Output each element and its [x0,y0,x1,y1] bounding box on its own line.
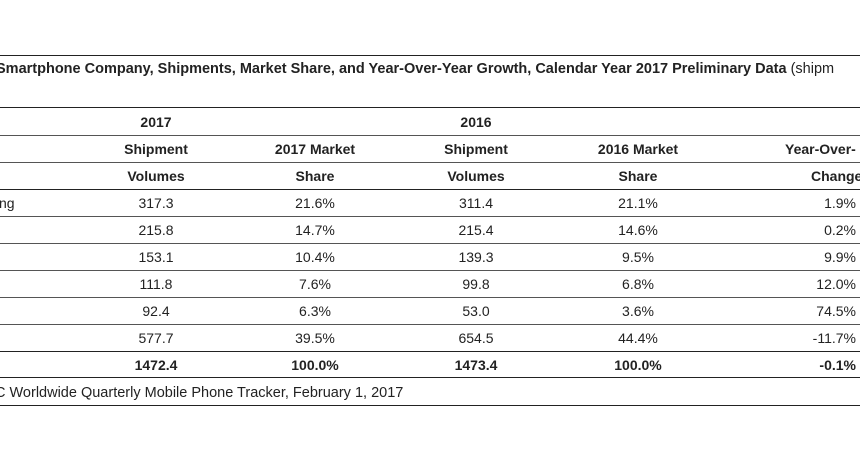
share-2017: 14.7% [295,222,335,238]
share-2016: 9.5% [622,249,654,265]
yoy-change: 9.9% [824,249,856,265]
shipments-2017: 577.7 [138,330,174,346]
shipments-2016: 654.5 [458,330,494,346]
shipments-2016: 99.8 [462,276,490,292]
shipments-2016: 215.4 [458,222,494,238]
header-year-2017: 2017 [140,114,172,130]
share-2016: 21.1% [618,195,658,211]
share-2016: 44.4% [618,330,658,346]
share-2017: 6.3% [299,303,331,319]
header-shipment-2017: Shipment [124,141,188,157]
header-rule-1 [0,135,860,136]
share-2017: 7.6% [299,276,331,292]
table-top-rule [0,55,860,56]
header-yoy: Year-Over- [785,141,856,157]
total-shipments-2017: 1472.4 [134,357,178,373]
yoy-change: 0.2% [824,222,856,238]
total-shipments-2016: 1473.4 [454,357,498,373]
row-rule-3 [0,270,860,271]
total-yoy-change: -0.1% [819,357,856,373]
share-2017: 10.4% [295,249,335,265]
share-2017: 21.6% [295,195,335,211]
row-rule-6 [0,351,860,352]
source-bottom-rule [0,405,860,406]
row-rule-5 [0,324,860,325]
header-change: Change [811,168,860,184]
shipments-2017: 317.3 [138,195,174,211]
header-market-2016: 2016 Market [597,141,679,157]
share-2016: 6.8% [622,276,654,292]
company-name: ng [0,195,15,211]
share-2016: 3.6% [622,303,654,319]
title-bottom-rule [0,107,860,108]
yoy-change: -11.7% [812,330,856,346]
row-rule-1 [0,216,860,217]
table-title: Smartphone Company, Shipments, Market Sh… [0,61,834,77]
total-bottom-rule [0,377,860,378]
row-rule-2 [0,243,860,244]
shipments-2016: 139.3 [458,249,494,265]
yoy-change: 12.0% [816,276,856,292]
source-note: C Worldwide Quarterly Mobile Phone Track… [0,385,404,401]
shipments-2016: 311.4 [459,195,493,211]
yoy-change: 1.9% [824,195,856,211]
yoy-change: 74.5% [816,303,856,319]
share-2017: 39.5% [295,330,335,346]
header-year-2016: 2016 [460,114,492,130]
row-rule-4 [0,297,860,298]
header-shipment-2016: Shipment [444,141,508,157]
table-title-unit: (shipm [786,61,835,77]
header-rule-2 [0,162,860,163]
header-volumes-2017: Volumes [127,168,185,184]
table-title-text: Smartphone Company, Shipments, Market Sh… [0,61,787,77]
shipments-2017: 215.8 [138,222,174,238]
shipments-2017: 111.8 [139,276,173,292]
header-share-2016: Share [618,168,658,184]
shipments-2016: 53.0 [462,303,490,319]
total-share-2016: 100.0% [614,357,662,373]
header-market-2017: 2017 Market [274,141,356,157]
header-share-2017: Share [295,168,335,184]
total-share-2017: 100.0% [291,357,339,373]
header-bottom-rule [0,189,860,190]
header-volumes-2016: Volumes [447,168,505,184]
share-2016: 14.6% [618,222,658,238]
shipments-2017: 153.1 [138,249,174,265]
shipments-2017: 92.4 [142,303,170,319]
